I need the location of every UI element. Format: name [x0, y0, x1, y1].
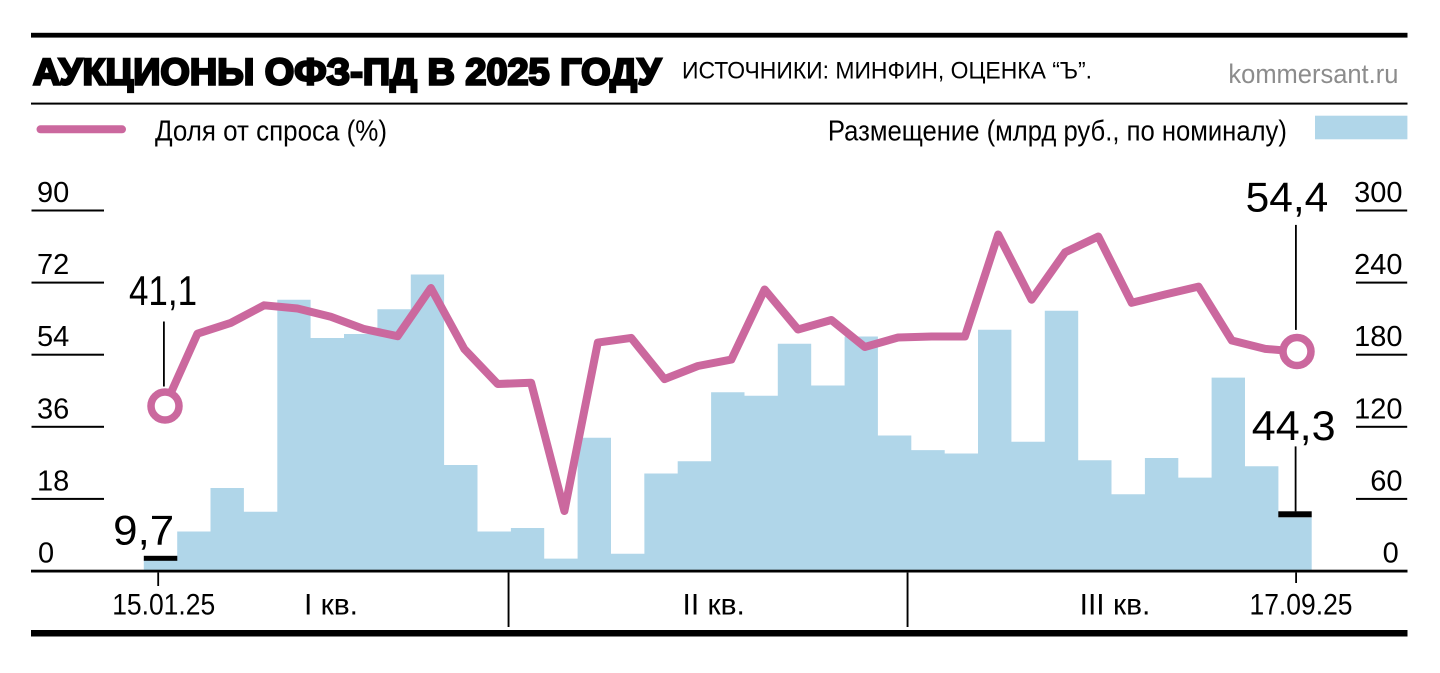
- svg-text:II кв.: II кв.: [682, 589, 744, 622]
- svg-text:54,4: 54,4: [1246, 174, 1329, 221]
- svg-text:72: 72: [37, 249, 69, 281]
- svg-text:240: 240: [1354, 249, 1402, 281]
- svg-text:44,3: 44,3: [1252, 402, 1336, 449]
- svg-text:Доля от спроса (%): Доля от спроса (%): [155, 116, 387, 148]
- svg-text:60: 60: [1370, 465, 1402, 497]
- svg-text:0: 0: [1383, 538, 1399, 570]
- svg-text:90: 90: [37, 177, 69, 209]
- svg-text:I кв.: I кв.: [304, 589, 358, 622]
- svg-text:9,7: 9,7: [113, 506, 174, 553]
- svg-text:Размещение (млрд руб., по номи: Размещение (млрд руб., по номиналу): [828, 115, 1287, 147]
- svg-text:54: 54: [37, 321, 69, 353]
- svg-text:kommersant.ru: kommersant.ru: [1228, 59, 1398, 89]
- svg-text:0: 0: [38, 538, 54, 570]
- svg-text:300: 300: [1354, 177, 1402, 209]
- svg-text:41,1: 41,1: [129, 267, 197, 314]
- svg-text:180: 180: [1354, 321, 1402, 353]
- svg-text:120: 120: [1354, 393, 1402, 425]
- svg-text:АУКЦИОНЫ ОФЗ-ПД В 2025 ГОДУ: АУКЦИОНЫ ОФЗ-ПД В 2025 ГОДУ: [33, 52, 662, 93]
- svg-text:18: 18: [37, 465, 69, 497]
- svg-text:17.09.25: 17.09.25: [1250, 589, 1353, 622]
- svg-text:III кв.: III кв.: [1080, 589, 1151, 622]
- svg-text:ИСТОЧНИКИ: МИНФИН, ОЦЕНКА “Ъ”.: ИСТОЧНИКИ: МИНФИН, ОЦЕНКА “Ъ”.: [682, 58, 1092, 85]
- svg-text:36: 36: [37, 393, 69, 425]
- svg-text:15.01.25: 15.01.25: [112, 589, 215, 622]
